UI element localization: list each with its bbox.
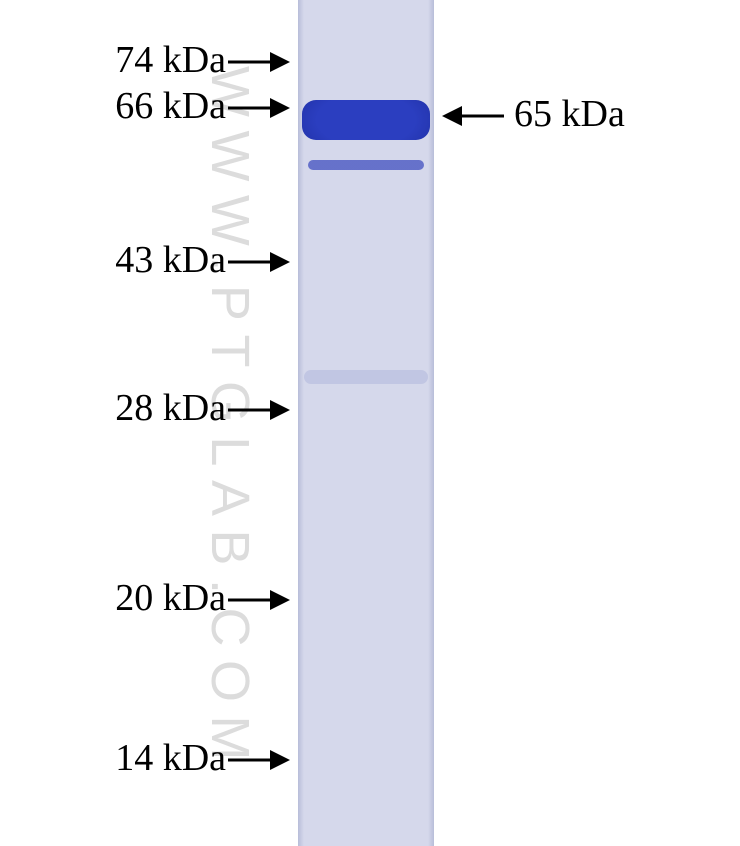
arrow-shaft: [228, 409, 270, 412]
ladder-marker-label: 66 kDa: [115, 84, 226, 128]
sample-band-label: 65 kDa: [514, 92, 625, 136]
arrow-head: [270, 252, 290, 272]
arrow-shaft: [228, 61, 270, 64]
gel-figure: WWW.PTGLAB.COM 74 kDa66 kDa43 kDa28 kDa2…: [0, 0, 740, 846]
arrow-head: [270, 52, 290, 72]
gel-band: [304, 370, 428, 384]
gel-band: [308, 160, 424, 170]
ladder-marker-label: 74 kDa: [115, 38, 226, 82]
arrow-shaft: [228, 107, 270, 110]
arrow-head: [442, 106, 462, 126]
arrow-shaft: [462, 115, 504, 118]
gel-band: [302, 100, 430, 140]
arrow-shaft: [228, 261, 270, 264]
arrow-shaft: [228, 759, 270, 762]
ladder-marker-label: 14 kDa: [115, 736, 226, 780]
arrow-head: [270, 98, 290, 118]
ladder-marker-label: 28 kDa: [115, 386, 226, 430]
arrow-head: [270, 400, 290, 420]
arrow-head: [270, 750, 290, 770]
ladder-marker-label: 43 kDa: [115, 238, 226, 282]
ladder-marker-label: 20 kDa: [115, 576, 226, 620]
arrow-shaft: [228, 599, 270, 602]
arrow-head: [270, 590, 290, 610]
